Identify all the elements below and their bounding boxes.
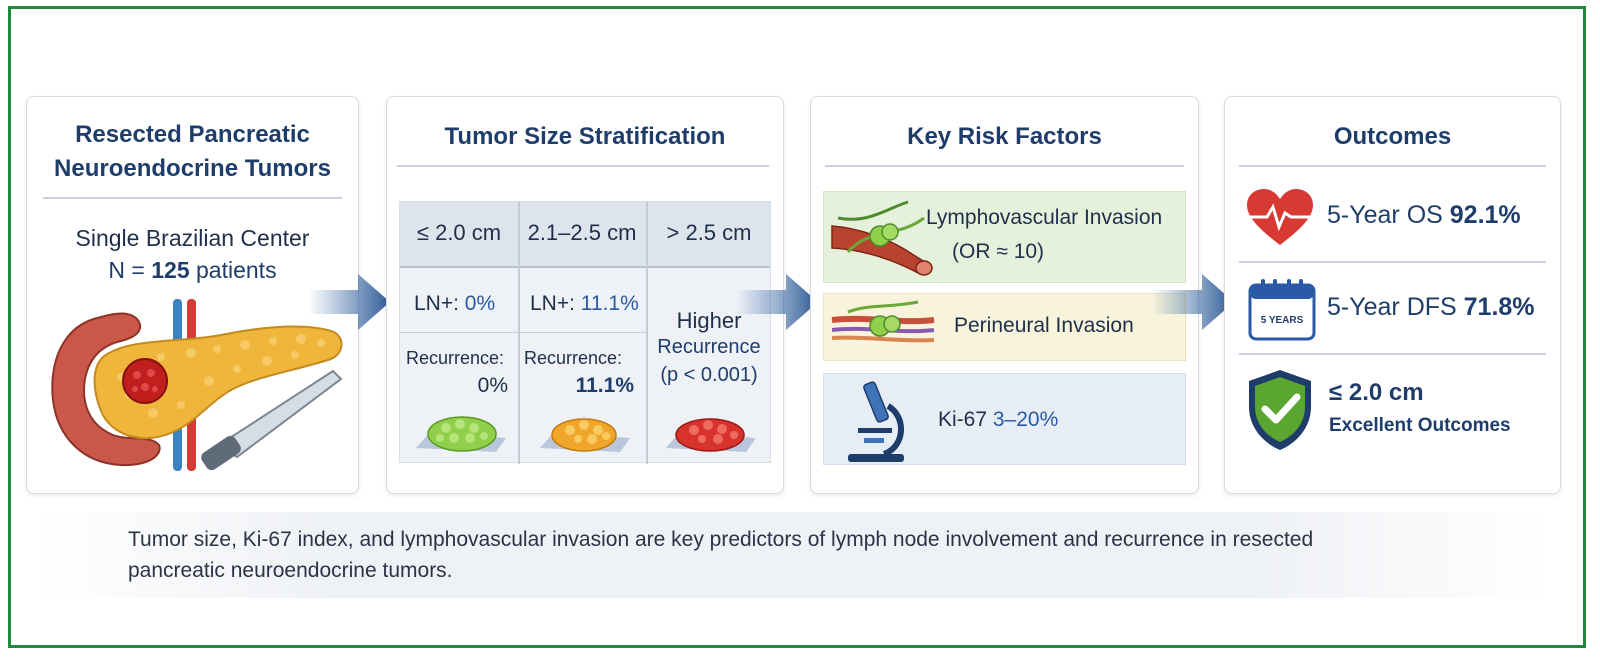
col3-line3: (p < 0.001)	[660, 364, 758, 386]
pni-panel: Perineural Invasion	[823, 293, 1186, 361]
summary-footer: Tumor size, Ki-67 index, and lymphovascu…	[38, 512, 1548, 598]
card4-title: Outcomes	[1333, 123, 1452, 150]
n-value: 125	[151, 257, 190, 283]
col2-ln: LN+: 11.1%	[530, 292, 639, 315]
center-label: Single Brazilian Center	[75, 225, 310, 251]
col1-ln: LN+: 0%	[414, 292, 496, 315]
summary-line1: Tumor size, Ki-67 index, and lymphovascu…	[128, 528, 1314, 551]
n-prefix: N =	[108, 257, 152, 283]
arrow-right-icon	[1152, 274, 1234, 330]
card2-divider	[397, 165, 769, 167]
col3-line1: Higher	[676, 308, 742, 333]
heart-pulse-icon	[1247, 189, 1313, 245]
size-label: ≤ 2.0 cm	[1329, 379, 1424, 406]
summary-line2: pancreatic neuroendocrine tumors.	[128, 559, 453, 582]
col3-line2: Recurrence	[657, 336, 761, 358]
col1-rec-label: Recurrence:	[406, 348, 505, 368]
pancreas-illustration	[51, 299, 343, 471]
shield-check-icon	[1249, 370, 1311, 450]
card-study-population: Resected Pancreatic Neuroendocrine Tumor…	[26, 96, 359, 494]
card1-divider	[43, 197, 342, 199]
calendar-icon: 5 YEARS	[1248, 279, 1316, 341]
col3-header: > 2.5 cm	[666, 220, 752, 245]
nerve-icon	[831, 300, 935, 343]
dfs-row: 5-Year DFS 71.8%	[1327, 293, 1535, 321]
card1-title-line1: Resected Pancreatic	[75, 121, 310, 148]
tumor-tissue-icon	[666, 418, 756, 452]
size-table-header	[400, 202, 770, 268]
col2-rec-value: 11.1%	[575, 374, 634, 397]
blood-vessel-icon	[831, 200, 933, 276]
lvi-panel: Lymphovascular Invasion (OR ≈ 10)	[823, 191, 1186, 283]
card2-title: Tumor Size Stratification	[444, 123, 726, 150]
arrow-right-icon	[308, 274, 390, 330]
col2-rec-label: Recurrence:	[524, 348, 623, 368]
card-risk-factors: Key Risk Factors Lymphovascular Invasion…	[810, 96, 1199, 494]
n-suffix: patients	[189, 257, 277, 283]
size-desc: Excellent Outcomes	[1329, 415, 1511, 436]
ki67: Ki-67 3–20%	[938, 408, 1059, 431]
card-outcomes: Outcomes 5-Year OS 92.1% 5 YEARS 5-Year …	[1224, 96, 1561, 494]
card-tumor-size: Tumor Size Stratification ≤ 2.0 cm 2.1–2…	[386, 96, 784, 494]
tumor-tissue-icon	[540, 418, 630, 452]
tumor-tissue-icon	[416, 416, 506, 452]
microscope-icon	[848, 381, 904, 462]
card1-title-line2: Neuroendocrine Tumors	[54, 155, 331, 182]
card4-divider	[1239, 165, 1546, 167]
size-table: ≤ 2.0 cm 2.1–2.5 cm > 2.5 cm LN+: 0% Rec…	[399, 201, 771, 464]
col1-rec-value: 0%	[477, 374, 508, 397]
patient-count: N = 125 patients	[27, 257, 358, 284]
lvi-label: Lymphovascular Invasion	[926, 206, 1163, 229]
lvi-or: (OR ≈ 10)	[952, 240, 1045, 263]
arrow-right-icon	[736, 274, 818, 330]
col2-header: 2.1–2.5 cm	[527, 220, 637, 245]
calendar-text: 5 YEARS	[1261, 315, 1304, 326]
scalpel-icon	[201, 369, 343, 471]
os-row: 5-Year OS 92.1%	[1327, 201, 1521, 229]
pni-label: Perineural Invasion	[954, 314, 1134, 337]
summary-text: Tumor size, Ki-67 index, and lymphovascu…	[128, 524, 1313, 586]
ki67-panel: Ki-67 3–20%	[823, 373, 1186, 465]
col1-header: ≤ 2.0 cm	[416, 220, 502, 245]
card3-title: Key Risk Factors	[907, 123, 1102, 150]
card3-divider	[825, 165, 1184, 167]
